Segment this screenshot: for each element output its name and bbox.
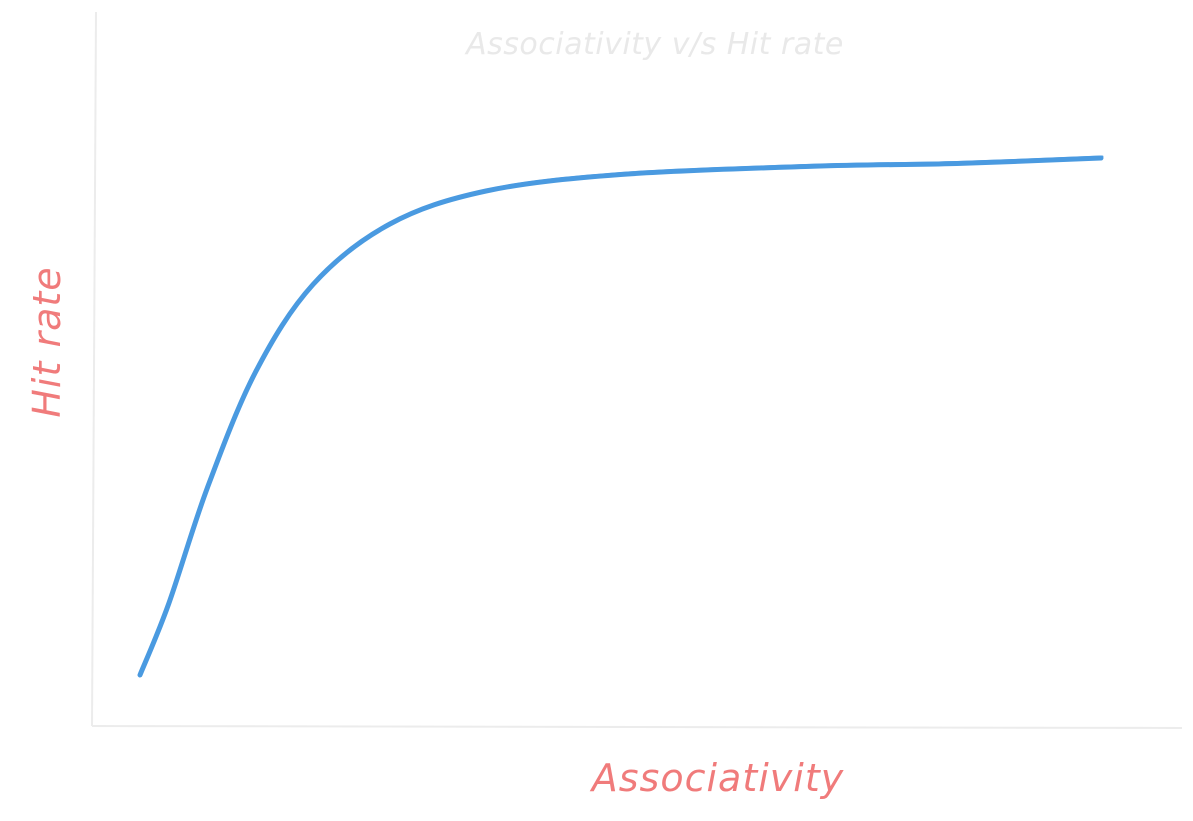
x-axis-line <box>91 725 1183 729</box>
series-layer <box>137 155 1104 678</box>
y-axis-label: Hit rate <box>25 266 69 417</box>
series-line-1 <box>137 155 1104 678</box>
series-line-1-sketch <box>140 155 1104 675</box>
y-axis-line <box>91 11 97 727</box>
chart-title: Associativity v/s Hit rate <box>464 27 844 62</box>
x-axis-label: Associativity <box>589 756 844 800</box>
